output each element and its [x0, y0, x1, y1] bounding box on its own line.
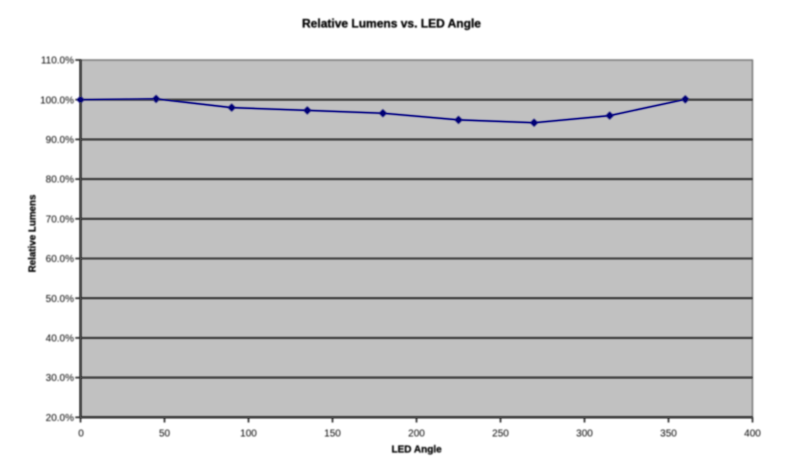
svg-text:30.0%: 30.0% — [46, 373, 74, 384]
svg-text:200: 200 — [408, 428, 425, 439]
svg-text:20.0%: 20.0% — [46, 413, 74, 424]
svg-text:40.0%: 40.0% — [46, 334, 74, 345]
svg-text:150: 150 — [324, 428, 341, 439]
svg-text:Relative Lumens vs. LED Angle: Relative Lumens vs. LED Angle — [302, 16, 481, 30]
svg-text:350: 350 — [660, 428, 677, 439]
svg-text:70.0%: 70.0% — [46, 214, 74, 225]
svg-text:60.0%: 60.0% — [46, 254, 74, 265]
svg-text:50.0%: 50.0% — [46, 294, 74, 305]
svg-text:Relative Lumens: Relative Lumens — [28, 194, 39, 272]
svg-text:80.0%: 80.0% — [46, 175, 74, 186]
svg-text:90.0%: 90.0% — [46, 135, 74, 146]
svg-text:100: 100 — [240, 428, 257, 439]
svg-text:LED Angle: LED Angle — [392, 444, 443, 455]
svg-text:0: 0 — [78, 428, 84, 439]
svg-text:400: 400 — [744, 428, 761, 439]
svg-text:250: 250 — [492, 428, 509, 439]
svg-text:110.0%: 110.0% — [41, 56, 74, 67]
svg-text:300: 300 — [576, 428, 593, 439]
svg-text:100.0%: 100.0% — [40, 95, 74, 106]
svg-text:50: 50 — [159, 428, 171, 439]
